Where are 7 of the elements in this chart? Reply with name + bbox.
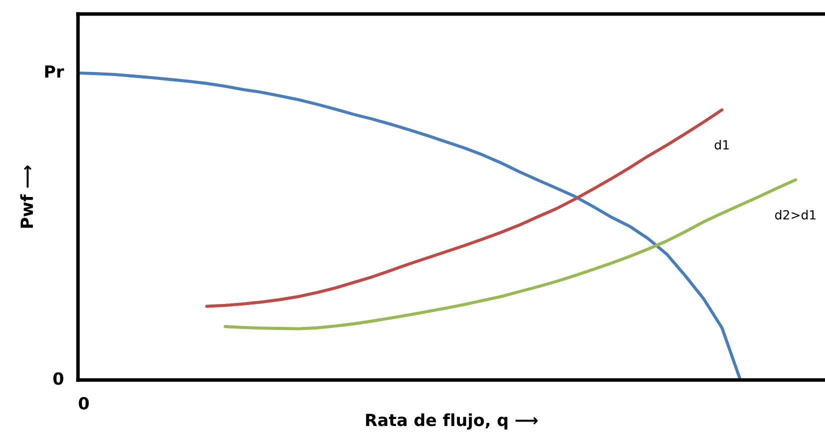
text: 0: [53, 372, 64, 385]
text: 0: [78, 396, 89, 410]
x-axis-title: Rata de flujo, q ⟶: [366, 413, 538, 430]
y-axis-title: Pwf ⟶: [20, 166, 33, 228]
text: Pr: [45, 65, 64, 78]
series-label: d1: [714, 140, 729, 150]
series-label: d2>d1: [775, 210, 816, 220]
